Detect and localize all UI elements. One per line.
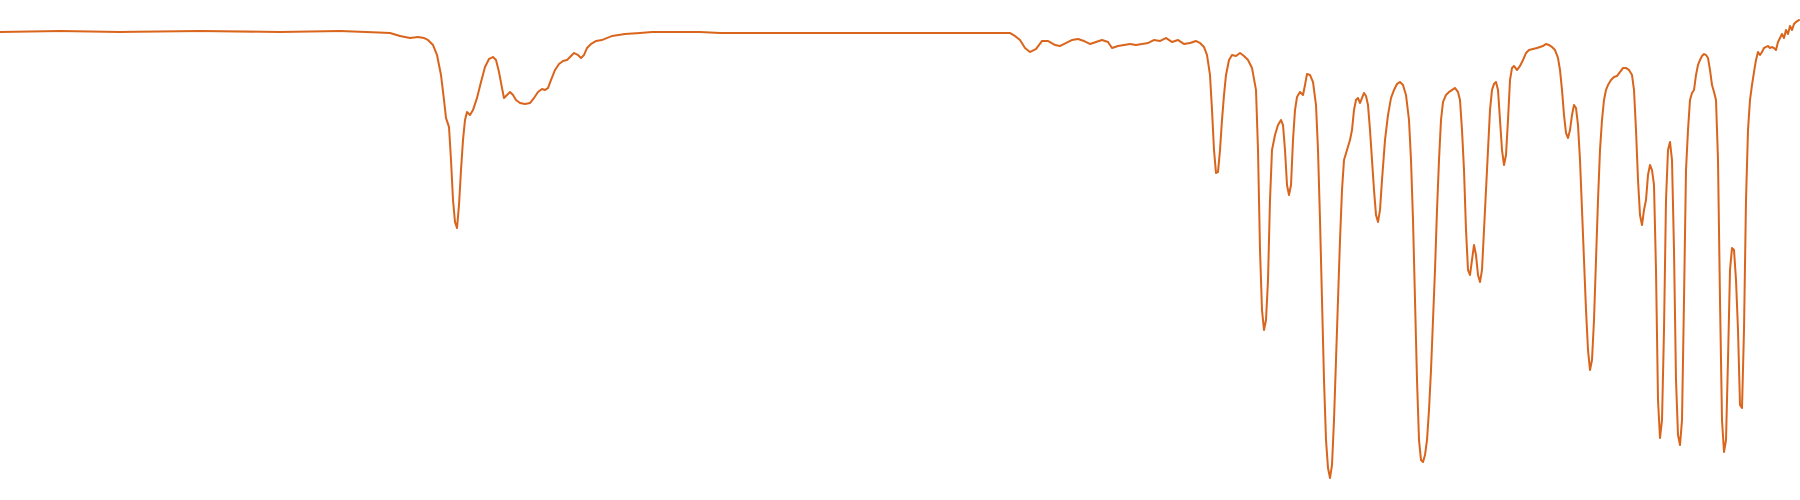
series-line-1 xyxy=(0,19,1800,479)
plot-area xyxy=(0,19,1800,479)
